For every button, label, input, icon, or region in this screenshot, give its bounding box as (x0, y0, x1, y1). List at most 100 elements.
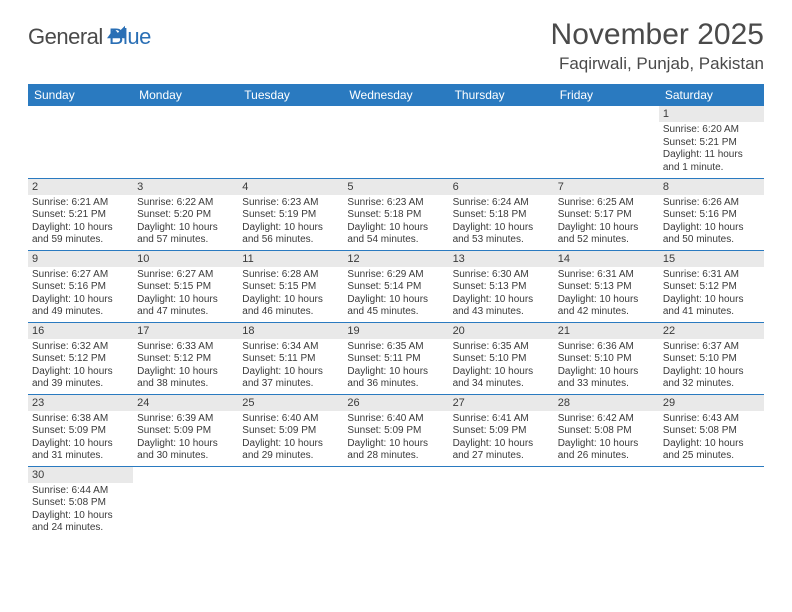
calendar-empty (133, 466, 238, 538)
daylight: Daylight: 10 hours and 52 minutes. (558, 222, 655, 247)
sunrise: Sunrise: 6:40 AM (242, 413, 339, 426)
day-number: 30 (28, 467, 133, 483)
weekday-header: Thursday (449, 84, 554, 106)
day-details: Sunrise: 6:38 AMSunset: 5:09 PMDaylight:… (28, 411, 133, 465)
calendar-empty (343, 106, 448, 178)
calendar-day: 29Sunrise: 6:43 AMSunset: 5:08 PMDayligh… (659, 394, 764, 466)
day-details: Sunrise: 6:25 AMSunset: 5:17 PMDaylight:… (554, 195, 659, 249)
calendar-empty (238, 106, 343, 178)
daylight: Daylight: 10 hours and 46 minutes. (242, 294, 339, 319)
sunset: Sunset: 5:08 PM (663, 425, 760, 438)
calendar-empty (554, 106, 659, 178)
calendar-week: 16Sunrise: 6:32 AMSunset: 5:12 PMDayligh… (28, 322, 764, 394)
day-number: 14 (554, 251, 659, 267)
day-number: 11 (238, 251, 343, 267)
calendar-week: 30Sunrise: 6:44 AMSunset: 5:08 PMDayligh… (28, 466, 764, 538)
sunset: Sunset: 5:13 PM (453, 281, 550, 294)
calendar-empty (449, 106, 554, 178)
title-block: November 2025 Faqirwali, Punjab, Pakista… (551, 18, 764, 74)
daylight: Daylight: 10 hours and 32 minutes. (663, 366, 760, 391)
sunset: Sunset: 5:09 PM (242, 425, 339, 438)
daylight: Daylight: 10 hours and 30 minutes. (137, 438, 234, 463)
sunrise: Sunrise: 6:44 AM (32, 485, 129, 498)
logo-text-general: General (28, 24, 103, 50)
day-number: 19 (343, 323, 448, 339)
sunset: Sunset: 5:12 PM (663, 281, 760, 294)
sunset: Sunset: 5:14 PM (347, 281, 444, 294)
calendar-week: 9Sunrise: 6:27 AMSunset: 5:16 PMDaylight… (28, 250, 764, 322)
weekday-header: Monday (133, 84, 238, 106)
day-details: Sunrise: 6:22 AMSunset: 5:20 PMDaylight:… (133, 195, 238, 249)
daylight: Daylight: 10 hours and 39 minutes. (32, 366, 129, 391)
sunset: Sunset: 5:10 PM (453, 353, 550, 366)
sunset: Sunset: 5:09 PM (453, 425, 550, 438)
calendar-week: 2Sunrise: 6:21 AMSunset: 5:21 PMDaylight… (28, 178, 764, 250)
header: General Blue November 2025 Faqirwali, Pu… (28, 18, 764, 74)
day-number: 10 (133, 251, 238, 267)
month-title: November 2025 (551, 18, 764, 52)
calendar-day: 6Sunrise: 6:24 AMSunset: 5:18 PMDaylight… (449, 178, 554, 250)
weekday-row: SundayMondayTuesdayWednesdayThursdayFrid… (28, 84, 764, 106)
day-number: 26 (343, 395, 448, 411)
day-details: Sunrise: 6:40 AMSunset: 5:09 PMDaylight:… (238, 411, 343, 465)
calendar-day: 2Sunrise: 6:21 AMSunset: 5:21 PMDaylight… (28, 178, 133, 250)
calendar-day: 7Sunrise: 6:25 AMSunset: 5:17 PMDaylight… (554, 178, 659, 250)
sunrise: Sunrise: 6:32 AM (32, 341, 129, 354)
day-number: 16 (28, 323, 133, 339)
day-number: 7 (554, 179, 659, 195)
logo-text-blue: Blue (109, 24, 151, 50)
day-details: Sunrise: 6:42 AMSunset: 5:08 PMDaylight:… (554, 411, 659, 465)
sunset: Sunset: 5:13 PM (558, 281, 655, 294)
sunset: Sunset: 5:21 PM (32, 209, 129, 222)
sunset: Sunset: 5:20 PM (137, 209, 234, 222)
daylight: Daylight: 10 hours and 45 minutes. (347, 294, 444, 319)
day-details: Sunrise: 6:43 AMSunset: 5:08 PMDaylight:… (659, 411, 764, 465)
day-details: Sunrise: 6:27 AMSunset: 5:16 PMDaylight:… (28, 267, 133, 321)
sunrise: Sunrise: 6:27 AM (137, 269, 234, 282)
calendar-empty (554, 466, 659, 538)
sunrise: Sunrise: 6:31 AM (558, 269, 655, 282)
sunset: Sunset: 5:19 PM (242, 209, 339, 222)
day-details: Sunrise: 6:20 AMSunset: 5:21 PMDaylight:… (659, 122, 764, 176)
day-number: 15 (659, 251, 764, 267)
sunrise: Sunrise: 6:33 AM (137, 341, 234, 354)
calendar-day: 28Sunrise: 6:42 AMSunset: 5:08 PMDayligh… (554, 394, 659, 466)
calendar-empty (133, 106, 238, 178)
sunset: Sunset: 5:18 PM (453, 209, 550, 222)
day-number: 27 (449, 395, 554, 411)
daylight: Daylight: 10 hours and 24 minutes. (32, 510, 129, 535)
day-details: Sunrise: 6:27 AMSunset: 5:15 PMDaylight:… (133, 267, 238, 321)
calendar-empty (343, 466, 448, 538)
day-number: 25 (238, 395, 343, 411)
sunset: Sunset: 5:09 PM (32, 425, 129, 438)
daylight: Daylight: 10 hours and 59 minutes. (32, 222, 129, 247)
sunset: Sunset: 5:17 PM (558, 209, 655, 222)
daylight: Daylight: 10 hours and 50 minutes. (663, 222, 760, 247)
day-details: Sunrise: 6:31 AMSunset: 5:12 PMDaylight:… (659, 267, 764, 321)
sunset: Sunset: 5:12 PM (137, 353, 234, 366)
day-details: Sunrise: 6:28 AMSunset: 5:15 PMDaylight:… (238, 267, 343, 321)
calendar-day: 3Sunrise: 6:22 AMSunset: 5:20 PMDaylight… (133, 178, 238, 250)
calendar-day: 22Sunrise: 6:37 AMSunset: 5:10 PMDayligh… (659, 322, 764, 394)
calendar-day: 21Sunrise: 6:36 AMSunset: 5:10 PMDayligh… (554, 322, 659, 394)
sunrise: Sunrise: 6:31 AM (663, 269, 760, 282)
day-details: Sunrise: 6:39 AMSunset: 5:09 PMDaylight:… (133, 411, 238, 465)
sunrise: Sunrise: 6:40 AM (347, 413, 444, 426)
day-number: 8 (659, 179, 764, 195)
day-number: 17 (133, 323, 238, 339)
calendar-week: 1Sunrise: 6:20 AMSunset: 5:21 PMDaylight… (28, 106, 764, 178)
calendar-day: 26Sunrise: 6:40 AMSunset: 5:09 PMDayligh… (343, 394, 448, 466)
day-number: 4 (238, 179, 343, 195)
weekday-header: Saturday (659, 84, 764, 106)
calendar-day: 1Sunrise: 6:20 AMSunset: 5:21 PMDaylight… (659, 106, 764, 178)
daylight: Daylight: 10 hours and 25 minutes. (663, 438, 760, 463)
daylight: Daylight: 10 hours and 34 minutes. (453, 366, 550, 391)
daylight: Daylight: 10 hours and 38 minutes. (137, 366, 234, 391)
day-number: 29 (659, 395, 764, 411)
calendar-day: 4Sunrise: 6:23 AMSunset: 5:19 PMDaylight… (238, 178, 343, 250)
sunrise: Sunrise: 6:42 AM (558, 413, 655, 426)
sunrise: Sunrise: 6:28 AM (242, 269, 339, 282)
calendar-empty (238, 466, 343, 538)
daylight: Daylight: 10 hours and 49 minutes. (32, 294, 129, 319)
weekday-header: Friday (554, 84, 659, 106)
